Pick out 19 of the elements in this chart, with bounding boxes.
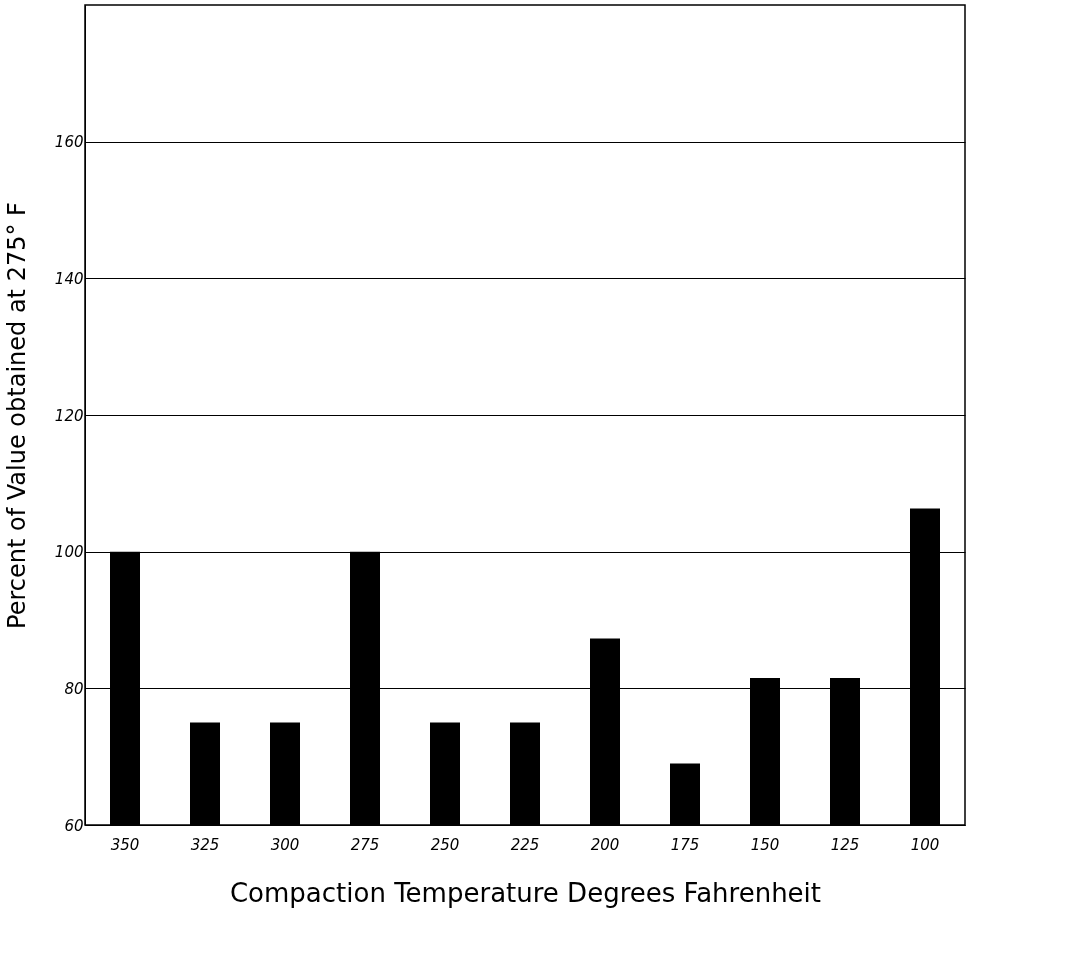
- x-tick-label: 275: [350, 835, 380, 854]
- x-tick-label: 225: [510, 835, 540, 854]
- y-tick-label: 140: [54, 269, 84, 288]
- x-tick-label: 100: [910, 835, 940, 854]
- x-tick-label: 250: [430, 835, 460, 854]
- y-tick-label: 160: [54, 133, 84, 152]
- x-tick-label: 125: [830, 835, 860, 854]
- x-tick-label: 175: [670, 835, 700, 854]
- x-tick-label: 325: [190, 835, 220, 854]
- y-tick-label: 120: [54, 406, 84, 425]
- y-axis-title: Percent of Value obtained at 275° F: [2, 202, 31, 629]
- x-axis-title: Compaction Temperature Degrees Fahrenheit: [229, 877, 822, 908]
- x-tick-label: 150: [750, 835, 780, 854]
- x-tick-label: 200: [590, 835, 620, 854]
- y-tick-label: 100: [54, 543, 84, 562]
- y-tick-label: 80: [64, 679, 84, 698]
- y-tick-label: 60: [64, 816, 84, 835]
- x-tick-label: 300: [270, 835, 300, 854]
- x-tick-label: 350: [110, 835, 140, 854]
